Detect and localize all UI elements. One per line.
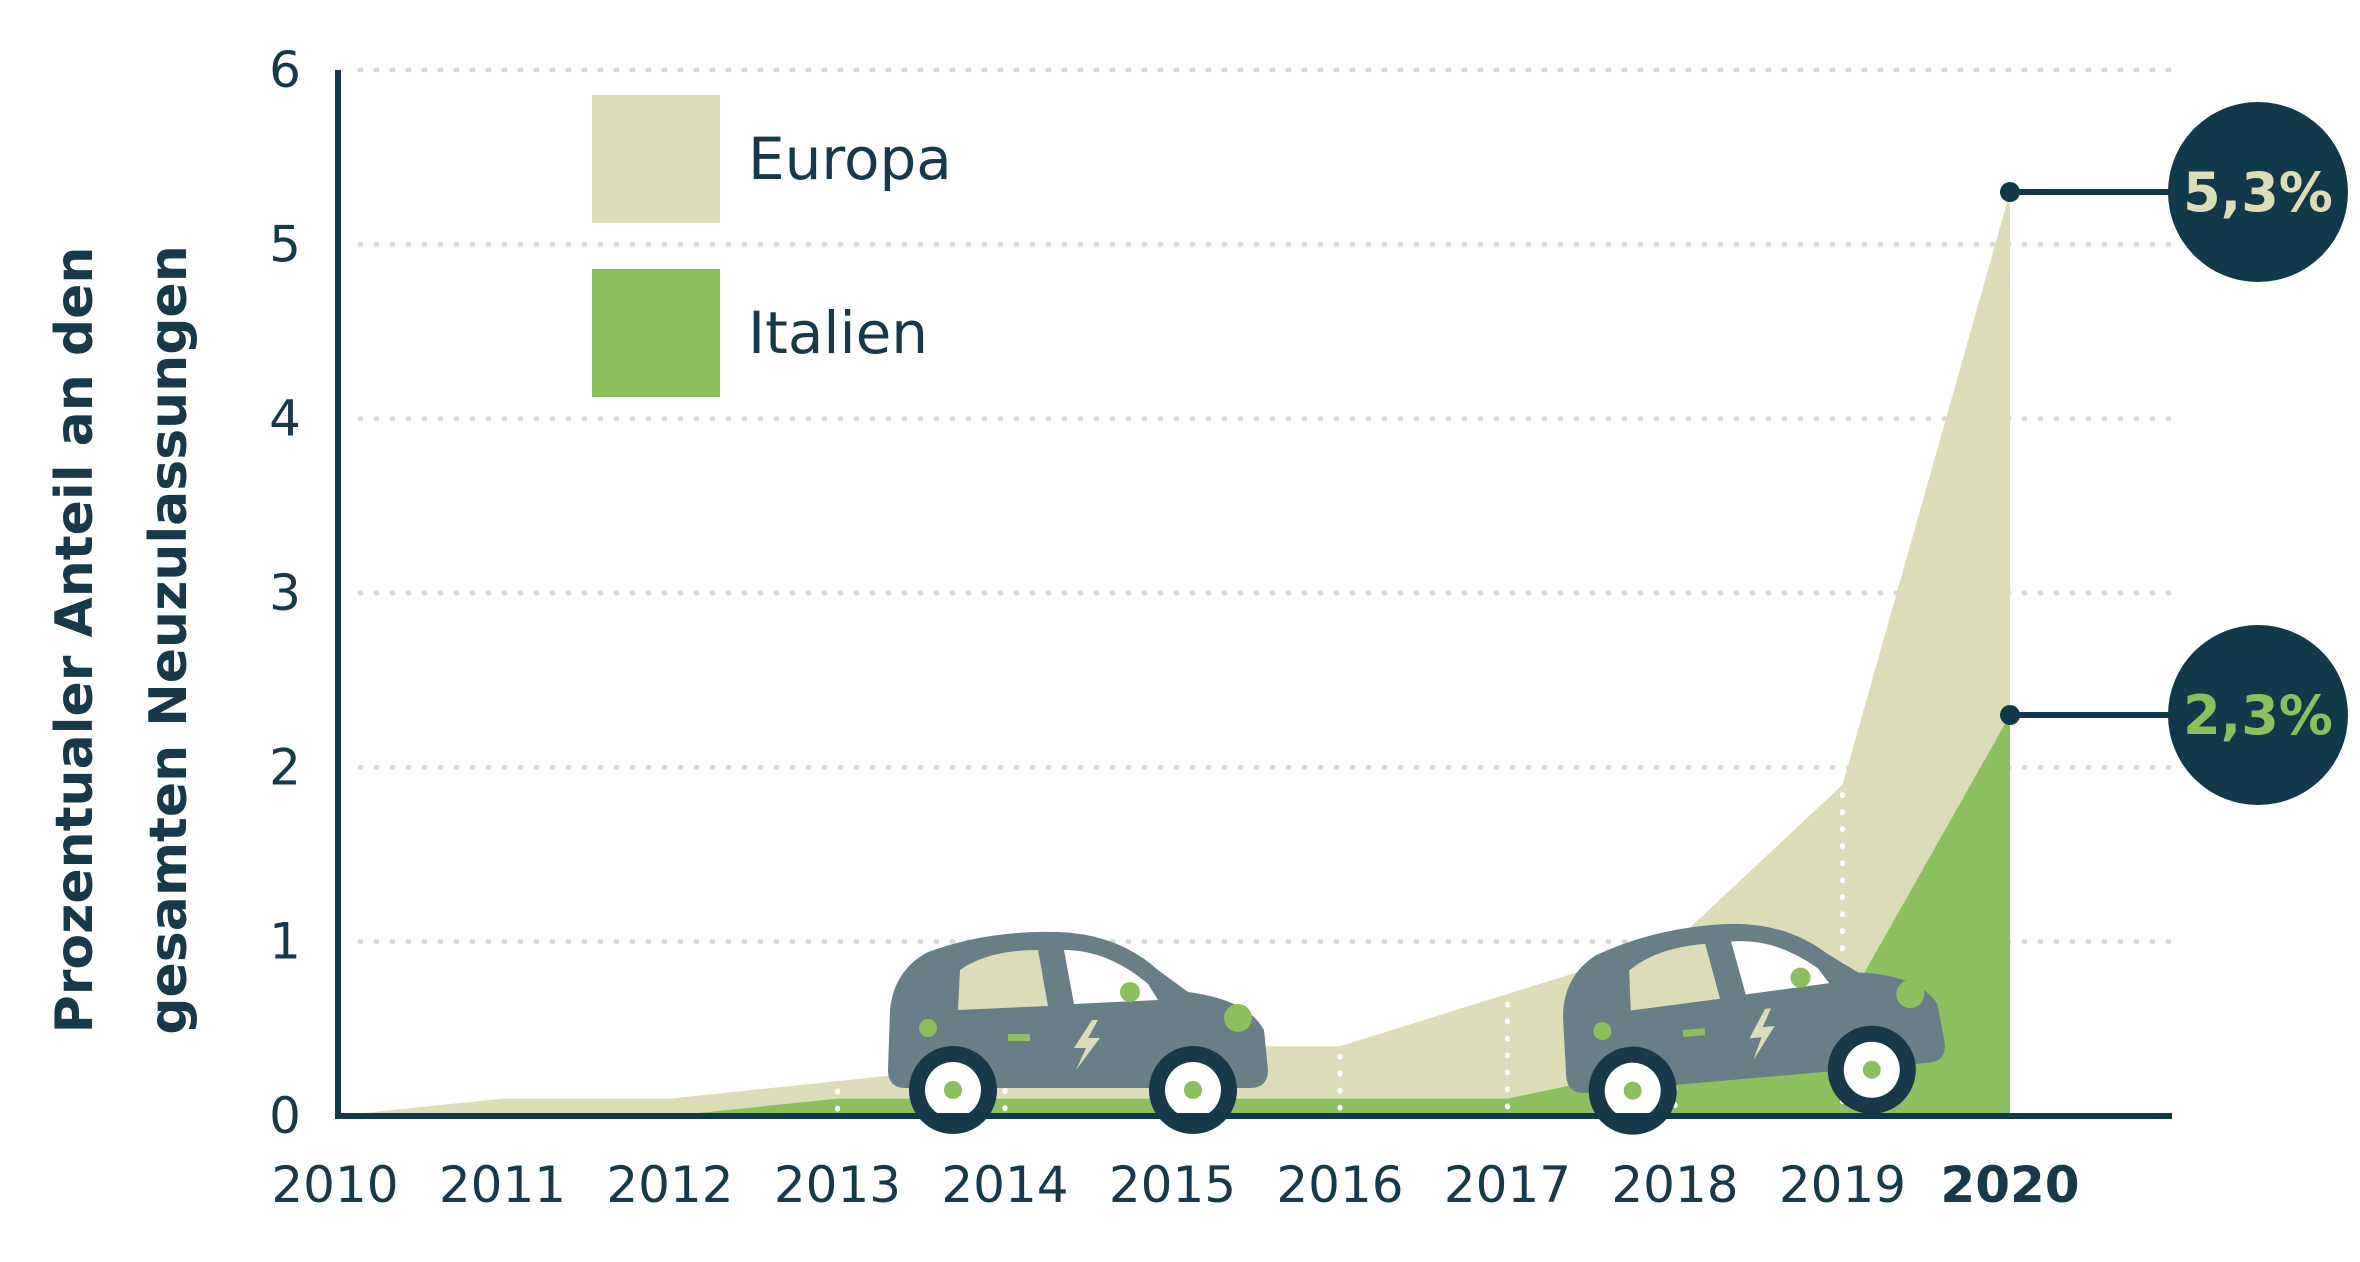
x-tick-label: 2011	[439, 1156, 566, 1214]
y-axis-label-line-1: Prozentualer Anteil an den	[45, 247, 105, 1034]
vertical-grid-lines	[835, 792, 1845, 1113]
legend-label-italien: Italien	[748, 299, 928, 367]
callout-dot	[2000, 182, 2020, 203]
x-tick-label: 2016	[1276, 1156, 1403, 1214]
y-tick-label: 1	[269, 913, 301, 971]
tick-labels: 0 1 2 3 4 5 6 2010 2011 2012 2013 2014 2015 2016 2017 2…	[269, 41, 2079, 1214]
legend-swatch-europa	[592, 95, 720, 223]
x-tick-label: 2015	[1109, 1156, 1236, 1214]
car-icon	[1562, 923, 1945, 1135]
callout-label: 5,3%	[2183, 161, 2333, 224]
x-tick-label: 2014	[941, 1156, 1068, 1214]
y-tick-label: 4	[269, 390, 301, 448]
y-tick-label: 6	[269, 41, 301, 99]
x-tick-label: 2019	[1779, 1156, 1906, 1214]
value-callouts: 5,3% 2,3%	[2000, 102, 2348, 806]
y-axis-label-line-2: gesamten Neuzulassungen	[139, 245, 199, 1034]
callout-circle	[2168, 625, 2348, 806]
legend-swatch-italien	[592, 269, 720, 397]
x-tick-label: 2010	[271, 1156, 398, 1214]
y-tick-label: 2	[269, 738, 301, 796]
x-tick-label: 2012	[606, 1156, 733, 1214]
x-tick-label: 2013	[774, 1156, 901, 1214]
y-tick-label: 5	[269, 215, 301, 273]
y-tick-label: 0	[269, 1087, 301, 1145]
car-decorations	[888, 923, 1945, 1135]
legend: Europa Italien	[592, 95, 952, 397]
callout-circle	[2168, 102, 2348, 283]
callout-dot	[2000, 705, 2020, 726]
grid-lines	[357, 67, 2175, 945]
x-tick-label: 2017	[1444, 1156, 1571, 1214]
legend-label-europa: Europa	[748, 125, 952, 193]
car-icon	[888, 931, 1268, 1134]
x-tick-label: 2020	[1940, 1156, 2079, 1214]
x-tick-label: 2018	[1611, 1156, 1738, 1214]
axes	[335, 70, 2172, 1119]
y-tick-label: 3	[269, 564, 301, 622]
callout-label: 2,3%	[2183, 684, 2333, 747]
